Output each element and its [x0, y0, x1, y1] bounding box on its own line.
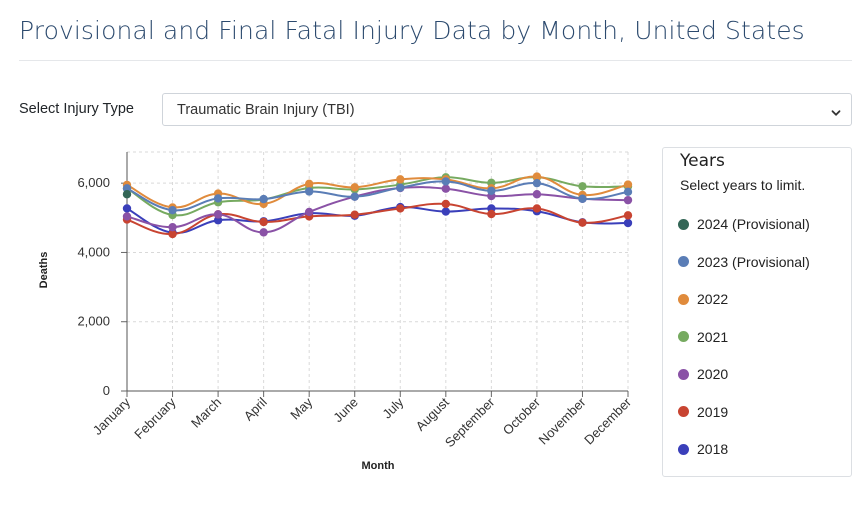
data-point-2019: [578, 218, 587, 227]
data-point-2019: [623, 211, 633, 220]
legend-item-2024-provisional[interactable]: 2024 (Provisional): [678, 214, 810, 234]
data-point-2021: [578, 182, 587, 191]
data-point-2020: [441, 184, 451, 193]
x-tick-label: April: [241, 394, 270, 423]
legend-subtitle: Select years to limit.: [680, 177, 806, 193]
y-tick-label: 6,000: [77, 175, 110, 190]
data-point-2023-provisional: [396, 183, 405, 192]
data-point-2019: [441, 199, 451, 209]
legend-item-2023-provisional[interactable]: 2023 (Provisional): [678, 252, 810, 272]
chevron-down-icon: [831, 105, 841, 123]
data-point-2019: [487, 209, 496, 219]
x-axis-label: Month: [362, 460, 395, 472]
legend-item-2019[interactable]: 2019: [678, 402, 728, 422]
legend-item-label: 2024 (Provisional): [697, 216, 810, 232]
years-legend: Years Select years to limit. 2024 (Provi…: [662, 147, 852, 477]
x-tick-label: March: [188, 395, 224, 431]
data-point-2018: [623, 218, 633, 228]
y-tick-label: 2,000: [77, 314, 110, 329]
legend-item-label: 2020: [697, 366, 729, 382]
injury-type-select[interactable]: Traumatic Brain Injury (TBI): [162, 93, 852, 126]
x-tick-label: September: [442, 394, 498, 450]
x-tick-label: August: [413, 394, 452, 433]
legend-color-dot: [678, 256, 689, 267]
legend-item-label: 2022: [697, 291, 729, 307]
chart-grid: [127, 151, 629, 391]
x-tick-label: December: [581, 394, 634, 447]
data-point-2020: [213, 210, 223, 219]
series-line-2023-provisional: [126, 180, 629, 212]
data-point-2020: [532, 190, 542, 199]
legend-color-dot: [678, 331, 689, 342]
data-point-2020: [168, 222, 177, 232]
legend-color-dot: [678, 368, 689, 380]
x-tick-label: January: [90, 394, 134, 438]
x-tick-label: November: [536, 394, 589, 447]
x-tick-label: May: [287, 394, 315, 422]
data-point-2023-provisional: [578, 194, 587, 203]
data-point-2022: [623, 180, 633, 189]
data-point-2019: [396, 204, 405, 213]
data-point-2023-provisional: [623, 187, 633, 197]
data-point-2018: [213, 216, 223, 225]
data-point-2022: [304, 179, 314, 189]
data-point-2018: [441, 207, 451, 216]
data-point-2023-provisional: [532, 178, 542, 188]
x-tick-label: February: [131, 394, 179, 442]
legend-item-2018[interactable]: 2018: [678, 439, 728, 459]
y-tick-label: 4,000: [77, 244, 110, 259]
legend-item-label: 2023 (Provisional): [697, 253, 810, 270]
legend-color-dot: [678, 406, 689, 417]
data-point-2023-provisional: [122, 184, 132, 193]
data-point-2019: [532, 204, 542, 213]
series-line-2022: [126, 175, 629, 209]
data-point-2022: [396, 175, 405, 184]
x-tick-label: October: [500, 394, 544, 438]
legend-item-2022[interactable]: 2022: [678, 289, 728, 309]
x-tick-label: June: [330, 395, 361, 426]
y-axis-label: Deaths: [38, 252, 50, 289]
data-point-2024-provisional: [122, 190, 132, 199]
y-tick-label: 0: [103, 383, 110, 398]
series-line-2020: [126, 186, 629, 234]
legend-item-label: 2019: [697, 403, 729, 420]
data-point-2023-provisional: [441, 177, 451, 186]
data-point-2022: [532, 172, 542, 181]
x-tick-label: July: [379, 394, 406, 421]
title-divider: [19, 60, 852, 61]
data-point-2023-provisional: [213, 194, 223, 203]
data-point-2019: [168, 229, 177, 239]
legend-color-dot: [678, 293, 689, 305]
data-point-2019: [259, 217, 268, 227]
data-point-2023-provisional: [304, 187, 314, 196]
data-point-2022: [350, 183, 359, 192]
data-point-2020: [259, 228, 268, 237]
legend-item-2021[interactable]: 2021: [678, 327, 728, 347]
legend-item-label: 2021: [697, 328, 729, 345]
data-point-2018: [122, 204, 132, 213]
legend-title: Years: [680, 151, 725, 171]
data-point-2020: [304, 207, 314, 217]
data-point-2023-provisional: [487, 186, 496, 195]
data-point-2019: [350, 210, 359, 219]
data-point-2023-provisional: [259, 194, 268, 204]
chart-series: [122, 172, 633, 239]
data-point-2020: [623, 195, 633, 205]
data-point-2023-provisional: [350, 192, 359, 201]
legend-color-dot: [678, 443, 689, 455]
page-title: Provisional and Final Fatal Injury Data …: [19, 16, 805, 45]
injury-type-selected-value: Traumatic Brain Injury (TBI): [177, 102, 355, 118]
legend-color-dot: [678, 218, 689, 230]
injury-type-label: Select Injury Type: [19, 101, 134, 117]
legend-item-2020[interactable]: 2020: [678, 364, 728, 384]
data-point-2020: [122, 212, 132, 221]
data-point-2023-provisional: [168, 205, 177, 215]
legend-item-label: 2018: [697, 441, 729, 457]
